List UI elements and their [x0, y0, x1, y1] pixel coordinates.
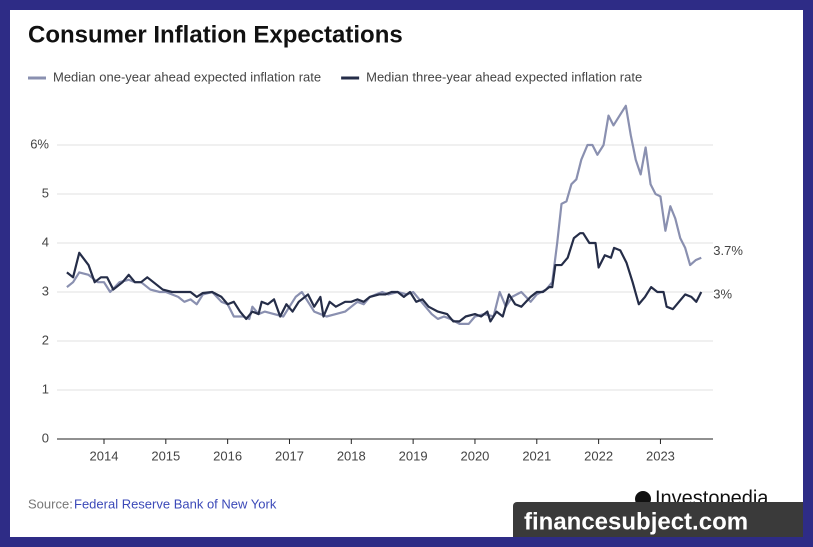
source-link[interactable]: Federal Reserve Bank of New York [74, 496, 277, 511]
y-tick-label: 6% [30, 136, 49, 151]
x-tick-label: 2019 [399, 448, 428, 463]
end-label: 3.7% [713, 243, 743, 258]
x-tick-label: 2021 [522, 448, 551, 463]
legend-label: Median three-year ahead expected inflati… [366, 69, 642, 84]
x-tick-label: 2022 [584, 448, 613, 463]
watermark-bg [513, 502, 803, 537]
y-tick-label: 5 [42, 185, 49, 200]
x-tick-label: 2016 [213, 448, 242, 463]
x-tick-label: 2017 [275, 448, 304, 463]
x-tick-label: 2015 [151, 448, 180, 463]
x-tick-label: 2020 [460, 448, 489, 463]
x-tick-label: 2023 [646, 448, 675, 463]
source-label: Source: [28, 496, 73, 511]
y-tick-label: 3 [42, 283, 49, 298]
x-tick-label: 2014 [90, 448, 119, 463]
end-label: 3% [713, 286, 732, 301]
x-tick-label: 2018 [337, 448, 366, 463]
y-tick-label: 1 [42, 381, 49, 396]
y-tick-label: 4 [42, 234, 49, 249]
legend-label: Median one-year ahead expected inflation… [53, 69, 321, 84]
line [66, 232, 703, 323]
line [66, 104, 702, 325]
watermark: financesubject.com [524, 508, 748, 535]
y-tick-label: 0 [42, 430, 49, 445]
y-tick-label: 2 [42, 332, 49, 347]
chart-title: Consumer Inflation Expectations [28, 21, 403, 48]
